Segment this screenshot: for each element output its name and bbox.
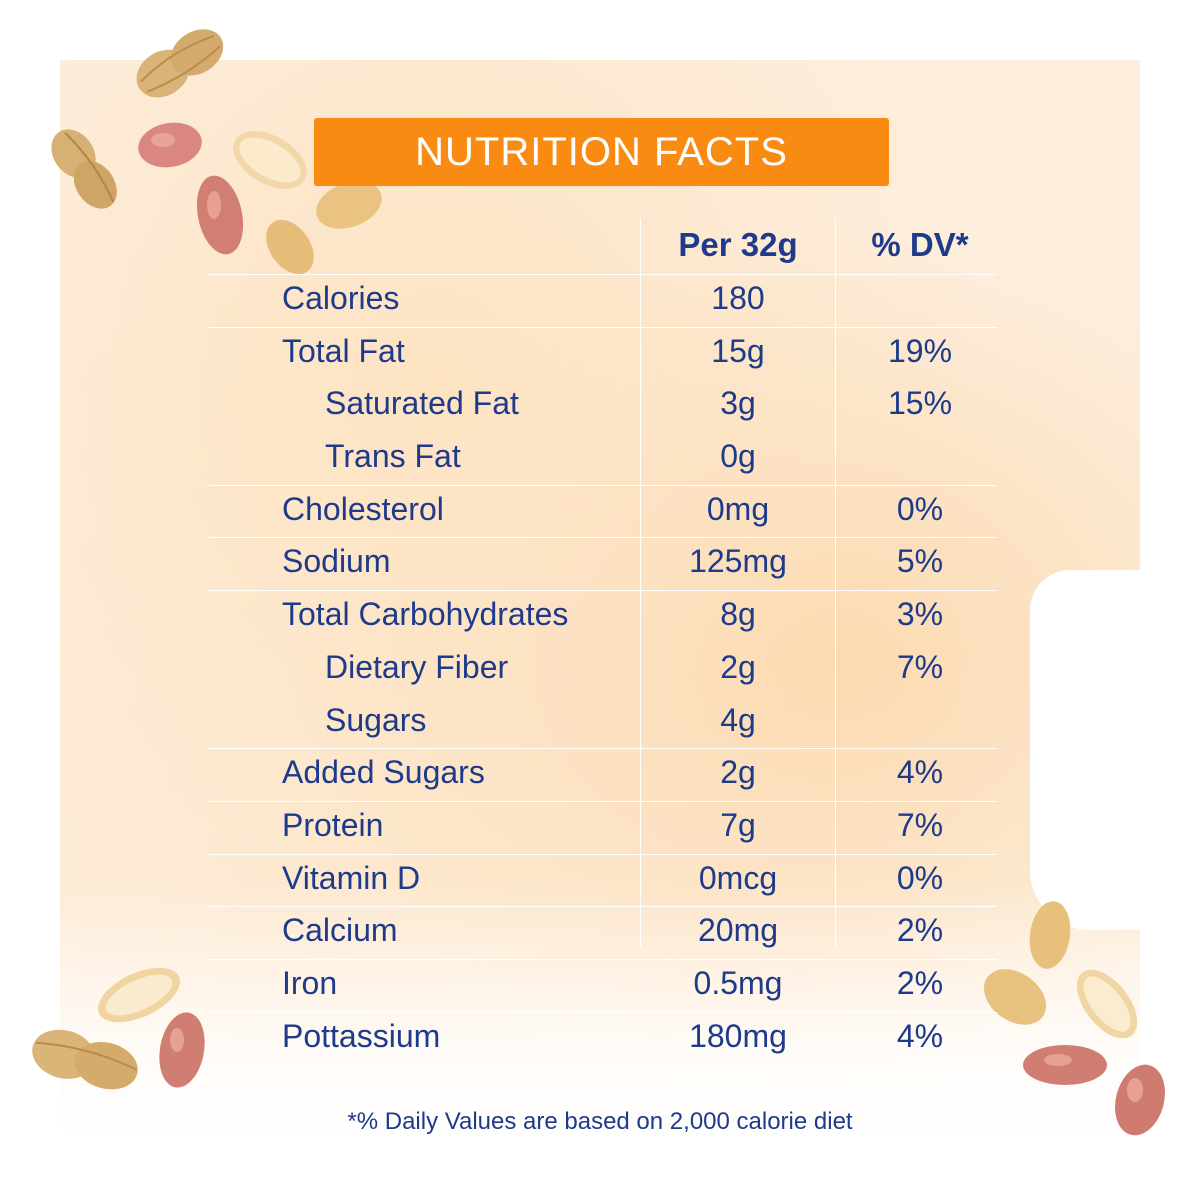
nutrient-amount: 7g — [720, 806, 756, 843]
background-fade — [60, 880, 1140, 1140]
table-row: Trans Fat 0g — [207, 432, 997, 485]
table-row: Calcium 20mg 2% — [207, 906, 997, 959]
nutrient-amount: 125mg — [689, 543, 787, 580]
nutrient-name: Added Sugars — [282, 754, 485, 791]
footnote: *% Daily Values are based on 2,000 calor… — [347, 1108, 853, 1135]
nutrient-amount: 180mg — [689, 1017, 787, 1054]
nutrient-daily-value: 4% — [896, 1017, 944, 1054]
table-row: Total Fat 15g 19% — [207, 326, 997, 380]
column-divider — [835, 218, 836, 948]
peanut-shell-icon — [136, 29, 224, 98]
table-row: Calories 180 — [207, 274, 997, 327]
nutrient-name: Protein — [282, 806, 384, 843]
column-header-dv: % DV* — [871, 226, 969, 263]
peanut-kernel-icon — [98, 967, 180, 1023]
nutrient-amount: 3g — [720, 385, 756, 422]
nutrient-name: Total Carbohydrates — [282, 596, 569, 633]
nutrient-name: Iron — [282, 964, 338, 1001]
nutrient-name: Cholesterol — [282, 490, 444, 527]
peanut-kernel-icon — [1115, 1064, 1165, 1136]
nutrient-name: Calories — [282, 280, 400, 316]
nutrient-daily-value: 19% — [887, 332, 953, 369]
nutrient-name: Calcium — [282, 912, 398, 949]
nutrient-daily-value: 2% — [896, 912, 944, 949]
nutrient-name: Dietary Fiber — [325, 648, 509, 685]
peanut-kernel-icon — [316, 181, 382, 229]
nutrient-amount: 0.5mg — [693, 964, 783, 1001]
page-title: NUTRITION FACTS — [415, 129, 788, 174]
table-row: Saturated Fat 3g 15% — [207, 379, 997, 432]
nutrient-daily-value: 4% — [896, 754, 944, 791]
table-row: Cholesterol 0mg 0% — [207, 484, 997, 538]
table-row: Protein 7g 7% — [207, 800, 997, 854]
peanut-kernel-icon — [196, 175, 244, 255]
nutrient-amount: 2g — [720, 754, 756, 791]
nutrition-table: Per 32g % DV* Calories 180 Total Fat 15g 19%… — [207, 218, 997, 1064]
table-row: Sodium 125mg 5% — [207, 537, 997, 590]
nutrient-name: Total Fat — [282, 332, 405, 369]
nutrient-daily-value: 15% — [887, 385, 953, 422]
table-row: Added Sugars 2g 4% — [207, 748, 997, 801]
nutrient-name: Sugars — [325, 701, 427, 738]
peanut-kernel-icon — [983, 969, 1047, 1025]
peanut-shell-icon — [32, 1029, 138, 1090]
nutrient-name: Pottassium — [282, 1017, 441, 1054]
peanut-kernel-icon — [233, 131, 307, 189]
column-header-amount: Per 32g — [678, 226, 798, 263]
peanut-kernel-icon — [1029, 901, 1071, 969]
column-divider — [640, 218, 641, 948]
nutrient-daily-value: 0% — [896, 490, 944, 527]
nutrient-name: Trans Fat — [325, 438, 461, 475]
nutrient-amount: 0mcg — [698, 859, 778, 896]
table-header: Per 32g % DV* — [207, 218, 997, 274]
peanut-kernel-icon — [1023, 1045, 1107, 1085]
nutrient-daily-value: 0% — [896, 859, 944, 896]
nutrient-amount: 0g — [720, 438, 756, 475]
nutrient-daily-value: 7% — [896, 648, 944, 685]
nutrient-amount: 4g — [720, 701, 756, 738]
nutrient-amount: 8g — [720, 596, 756, 633]
peanut-kernel-icon — [1076, 969, 1138, 1039]
nutrient-amount: 0mg — [706, 490, 770, 527]
nutrient-name: Saturated Fat — [325, 385, 519, 422]
nutrient-name: Sodium — [282, 543, 391, 580]
nutrient-daily-value: 7% — [896, 806, 944, 843]
peanut-kernel-icon — [266, 219, 314, 275]
peanut-shell-icon — [51, 129, 117, 209]
nutrient-daily-value: 3% — [896, 596, 944, 633]
table-row: Iron 0.5mg 2% — [207, 958, 997, 1012]
peanut-kernel-icon — [138, 122, 202, 168]
peanut-kernel-icon — [159, 1012, 205, 1088]
title-banner: NUTRITION FACTS — [314, 118, 889, 186]
nutrient-name: Vitamin D — [282, 859, 421, 896]
nutrient-amount: 180 — [711, 280, 765, 316]
table-row: Total Carbohydrates 8g 3% — [207, 590, 997, 643]
nutrient-daily-value: 5% — [896, 543, 944, 580]
table-row: Sugars 4g — [207, 696, 997, 749]
nutrient-amount: 2g — [720, 648, 756, 685]
table-row: Dietary Fiber 2g 7% — [207, 643, 997, 696]
nutrient-daily-value: 2% — [896, 964, 944, 1001]
background-edge — [1030, 570, 1150, 930]
nutrient-amount: 20mg — [697, 912, 779, 949]
table-row: Pottassium 180mg 4% — [207, 1011, 997, 1065]
nutrient-amount: 15g — [711, 332, 765, 369]
table-row: Vitamin D 0mcg 0% — [207, 853, 997, 907]
